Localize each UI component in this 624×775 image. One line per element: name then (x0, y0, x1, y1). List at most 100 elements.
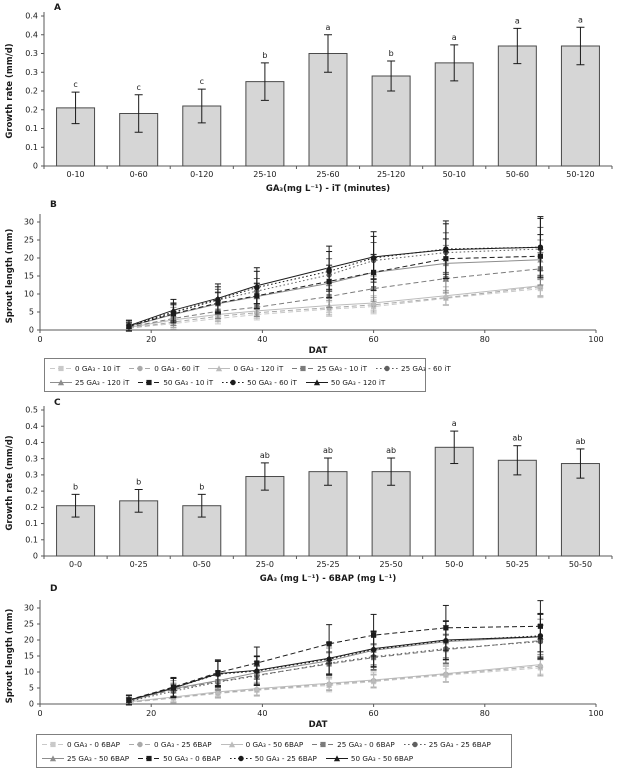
series-line (128, 246, 541, 327)
x-tick-label: 80 (480, 335, 490, 344)
series-line (128, 286, 541, 329)
series-line (128, 635, 541, 701)
legend-row: 25 GA₃ - 120 iT 50 GA₃ - 10 iT 50 GA₃ - 60… (50, 375, 420, 389)
panel-a-label: A (54, 3, 61, 13)
legend-item: 50 GA₃ - 25 6BAP (229, 753, 317, 763)
panel-a-bar-chart: 0 0.1 0.1 0.2 0.2 0.3 0.3 0.4 0.4 Growth rate (mm… (5, 12, 613, 194)
series-marker (442, 246, 449, 253)
significance-letter: ab (260, 451, 270, 460)
bars: c 0-10 c 0-60 c 0-120 b 25-10 a 25-60 b 25-120 a 50-1… (56, 15, 600, 179)
error-bar (513, 445, 522, 476)
series-marker (537, 282, 544, 289)
significance-letter: ab (575, 437, 585, 446)
series-marker (333, 754, 340, 761)
svg-text:15: 15 (24, 272, 34, 281)
series-marker (370, 645, 377, 652)
category-label: 50-120 (566, 170, 594, 179)
legend-label: 25 GA₃ - 120 iT (75, 377, 130, 387)
svg-text:0.3: 0.3 (25, 470, 38, 479)
series-marker (49, 754, 57, 761)
legend-label: 0 GA₃ - 120 iT (233, 363, 284, 373)
series-points (125, 277, 544, 332)
bar (434, 446, 474, 557)
panel-d-legend: 0 GA₃ - 0 6BAP 0 GA₃ - 25 6BAP 0 GA₃ - 50 … (36, 734, 512, 768)
series-marker (320, 741, 326, 747)
series-marker (137, 365, 143, 371)
category-label: 50-0 (445, 560, 463, 569)
series-marker (253, 685, 260, 692)
panel-d-label: D (50, 584, 58, 594)
legend-label: 25 GA₃ - 60 iT (401, 363, 451, 373)
significance-letter: a (452, 419, 457, 428)
legend-label: 0 GA₃ - 50 6BAP (245, 739, 304, 749)
legend-label: 50 GA₃ - 25 6BAP (254, 753, 317, 763)
svg-text:25: 25 (24, 236, 34, 245)
error-bar (134, 488, 143, 513)
error-bar (513, 27, 522, 65)
significance-letter: b (136, 477, 141, 486)
x-axis-label: GA₃ (mg L⁻¹) - 6BAP (mg L⁻¹) (260, 574, 397, 584)
series-line (128, 248, 541, 327)
error-bar (450, 44, 459, 82)
legend-label: 25 GA₃ - 0 6BAP (337, 739, 395, 749)
y-axis-ticks: 0 0.1 0.1 0.2 0.2 0.3 0.3 0.4 0.4 (25, 12, 44, 171)
error-bar (197, 88, 206, 124)
error-bar (197, 493, 206, 518)
legend-item: 50 GA₃ - 0 6BAP (138, 754, 221, 763)
legend-item: 25 GA₃ - 120 iT (50, 378, 129, 387)
series-line (128, 259, 541, 327)
error-bar (387, 60, 396, 92)
category-label: 25-50 (379, 560, 402, 569)
significance-letter: a (515, 16, 520, 25)
series-line (128, 641, 541, 702)
legend-marker (129, 741, 152, 747)
series-points (125, 600, 544, 706)
category-label: 25-0 (256, 560, 274, 569)
category-label: 0-50 (193, 560, 211, 569)
series-marker (214, 670, 222, 677)
series-marker (57, 378, 65, 385)
category-label: 50-50 (569, 560, 592, 569)
axes (39, 214, 596, 331)
series-marker (58, 365, 64, 371)
svg-text:0.4: 0.4 (25, 12, 38, 21)
error-bar (134, 94, 143, 133)
legend-label: 50 GA₃ - 60 iT (247, 377, 297, 387)
category-label: 50-10 (443, 170, 466, 179)
bar (560, 463, 600, 557)
legend-item: 25 GA₃ - 50 6BAP (42, 754, 129, 763)
bar (497, 459, 537, 557)
significance-letter: b (73, 482, 78, 491)
y-axis-label: Sprout length (mm) (5, 229, 15, 324)
legend-marker (325, 754, 348, 761)
series-marker (170, 307, 177, 313)
legend-label: 25 GA₃ - 10 iT (317, 363, 367, 373)
significance-letter: c (136, 83, 140, 92)
x-tick-label: 0 (37, 335, 42, 344)
series-line (128, 636, 541, 702)
svg-text:0.1: 0.1 (25, 143, 38, 152)
series-line (128, 255, 541, 327)
panel-c-bar-chart: 0 0.1 0.1 0.2 0.2 0.3 0.3 0.4 0.4 0.5 Growth rate … (5, 406, 613, 584)
series-marker (146, 379, 152, 385)
significance-letter: b (262, 51, 267, 60)
series-marker (125, 697, 133, 703)
series-marker (412, 741, 418, 747)
legend-label: 0 GA₃ - 0 6BAP (67, 739, 121, 749)
x-tick-label: 40 (257, 335, 267, 344)
legend-label: 50 GA₃ - 120 iT (330, 377, 386, 387)
legend-marker (222, 379, 245, 385)
legend-item: 0 GA₃ - 120 iT (208, 364, 283, 373)
x-tick-label: 0 (37, 709, 42, 718)
series-marker (442, 670, 449, 677)
svg-text:0.3: 0.3 (25, 68, 38, 77)
error-bar (71, 91, 80, 125)
error-bar (450, 430, 459, 465)
legend-row: 0 GA₃ - 10 iT 0 GA₃ - 60 iT 0 GA₃ - 120 iT… (50, 361, 451, 375)
legend-row: 25 GA₃ - 50 6BAP 50 GA₃ - 0 6BAP 50 GA₃ - … (42, 751, 506, 765)
x-axis-ticks: 0 20 40 60 80 100 (37, 330, 604, 344)
legend-item: 25 GA₃ - 0 6BAP (312, 740, 395, 749)
series-marker (253, 282, 260, 289)
series-marker (370, 299, 377, 306)
category-label: 0-0 (69, 560, 82, 569)
